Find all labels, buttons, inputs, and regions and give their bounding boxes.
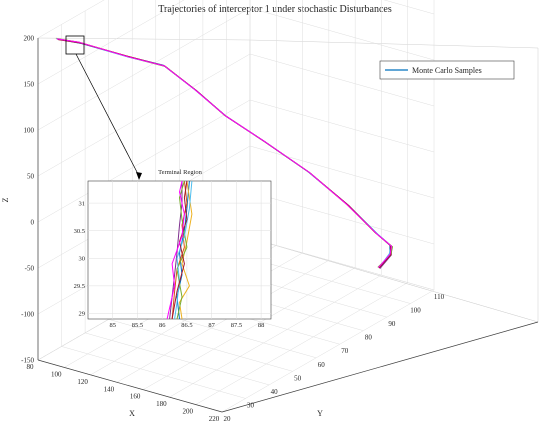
- legend: Monte Carlo Samples: [379, 60, 515, 80]
- inset-x-tick-label: 86.5: [181, 322, 192, 329]
- inset-x-tick-labels: 85 85.5 86 86.5 87 87.5 88: [109, 322, 264, 329]
- z-tick-label: 0: [31, 219, 35, 227]
- y-grid-line: [84, 10, 270, 386]
- inset-z-tick-label: 29.5: [74, 283, 85, 290]
- zoom-box: [65, 35, 85, 55]
- inset-x-tick-label: 87: [208, 322, 215, 329]
- inset-x-tick-label: 86: [159, 322, 166, 329]
- y-tick-labels: 20 30 40 50 60 70 80 90 100 110: [224, 293, 445, 423]
- inset-x-tick-label: 87.5: [231, 322, 242, 329]
- y-tick-label: 100: [410, 307, 421, 315]
- x-tick-label: 200: [182, 408, 193, 416]
- inset-z-tick-label: 31: [79, 200, 86, 207]
- z-tick-label: -100: [21, 311, 34, 319]
- x-tick-label: 120: [77, 378, 88, 386]
- y-tick-label: 30: [247, 401, 255, 409]
- y-tick-label: 110: [434, 293, 445, 301]
- y-grid-line: [108, 0, 293, 372]
- legend-entry: Monte Carlo Samples: [412, 66, 482, 75]
- z-tick-label: 150: [24, 81, 35, 89]
- inset-x-tick-label: 85.5: [132, 322, 143, 329]
- y-tick-label: 20: [224, 415, 232, 423]
- inset-x-tick-label: 85: [109, 322, 116, 329]
- inset-sample-line: [176, 180, 188, 320]
- x-tick-labels: 80 100 120 140 160 180 200 220: [27, 363, 220, 423]
- z-tick-label: 200: [24, 35, 35, 43]
- inset-z-tick-label: 30.5: [74, 228, 85, 235]
- z-tick-label: -150: [21, 357, 34, 365]
- y-tick-label: 80: [365, 334, 373, 342]
- y-tick-label: 60: [318, 361, 326, 369]
- y-tick-label: 70: [341, 347, 349, 355]
- inset-sample-line: [176, 180, 190, 320]
- y-grid-line: [61, 24, 246, 399]
- y-tick-label: 50: [294, 374, 302, 382]
- inset-sample-line: [171, 180, 188, 320]
- z-tick-label: -50: [25, 265, 35, 273]
- x-tick-label: 160: [130, 393, 141, 401]
- x-axis-label: X: [129, 409, 135, 418]
- trajectory-series: [55, 37, 393, 269]
- x-tick-label: 100: [51, 370, 62, 378]
- zoom-arrow: [75, 53, 140, 177]
- z-axis-label: Z: [1, 197, 10, 202]
- x-tick-label: 80: [27, 363, 35, 371]
- monte-carlo-sample-line: [56, 38, 393, 268]
- zoom-arrow-head: [136, 172, 142, 180]
- inset-lines: [166, 180, 193, 320]
- x-tick-label: 220: [209, 415, 220, 423]
- z-tick-labels: -150 -100 -50 0 50 100 150 200: [21, 35, 34, 365]
- y-tick-label: 40: [271, 388, 279, 396]
- inset-sample-line: [178, 180, 193, 320]
- x-axis-line: [37, 359, 223, 413]
- legend-box: [379, 60, 515, 80]
- chart-title: Trajectories of interceptor 1 under stoc…: [158, 4, 392, 15]
- y-tick-label: 90: [388, 320, 396, 328]
- inset-sample-line: [166, 180, 185, 320]
- x-tick-label: 180: [156, 400, 167, 408]
- z-tick-label: 50: [27, 173, 35, 181]
- inset-z-tick-labels: 29 29.5 30 30.5 31: [74, 200, 85, 317]
- inset-z-tick-label: 29: [79, 311, 86, 318]
- inset-x-tick-label: 88: [258, 322, 265, 329]
- inset-z-tick-label: 30: [79, 255, 86, 262]
- inset-plot: Terminal Region 85 85.5 86 86.5 87 87.5 88 292…: [74, 169, 272, 329]
- x-tick-label: 140: [104, 385, 115, 393]
- z-tick-label: 100: [24, 127, 35, 135]
- inset-title: Terminal Region: [158, 169, 203, 176]
- y-axis-label: Y: [317, 409, 323, 418]
- inset-grid: [88, 181, 271, 319]
- y-axis-line: [221, 321, 539, 413]
- axis-frame: [37, 38, 539, 413]
- inset-sample-line: [174, 180, 193, 320]
